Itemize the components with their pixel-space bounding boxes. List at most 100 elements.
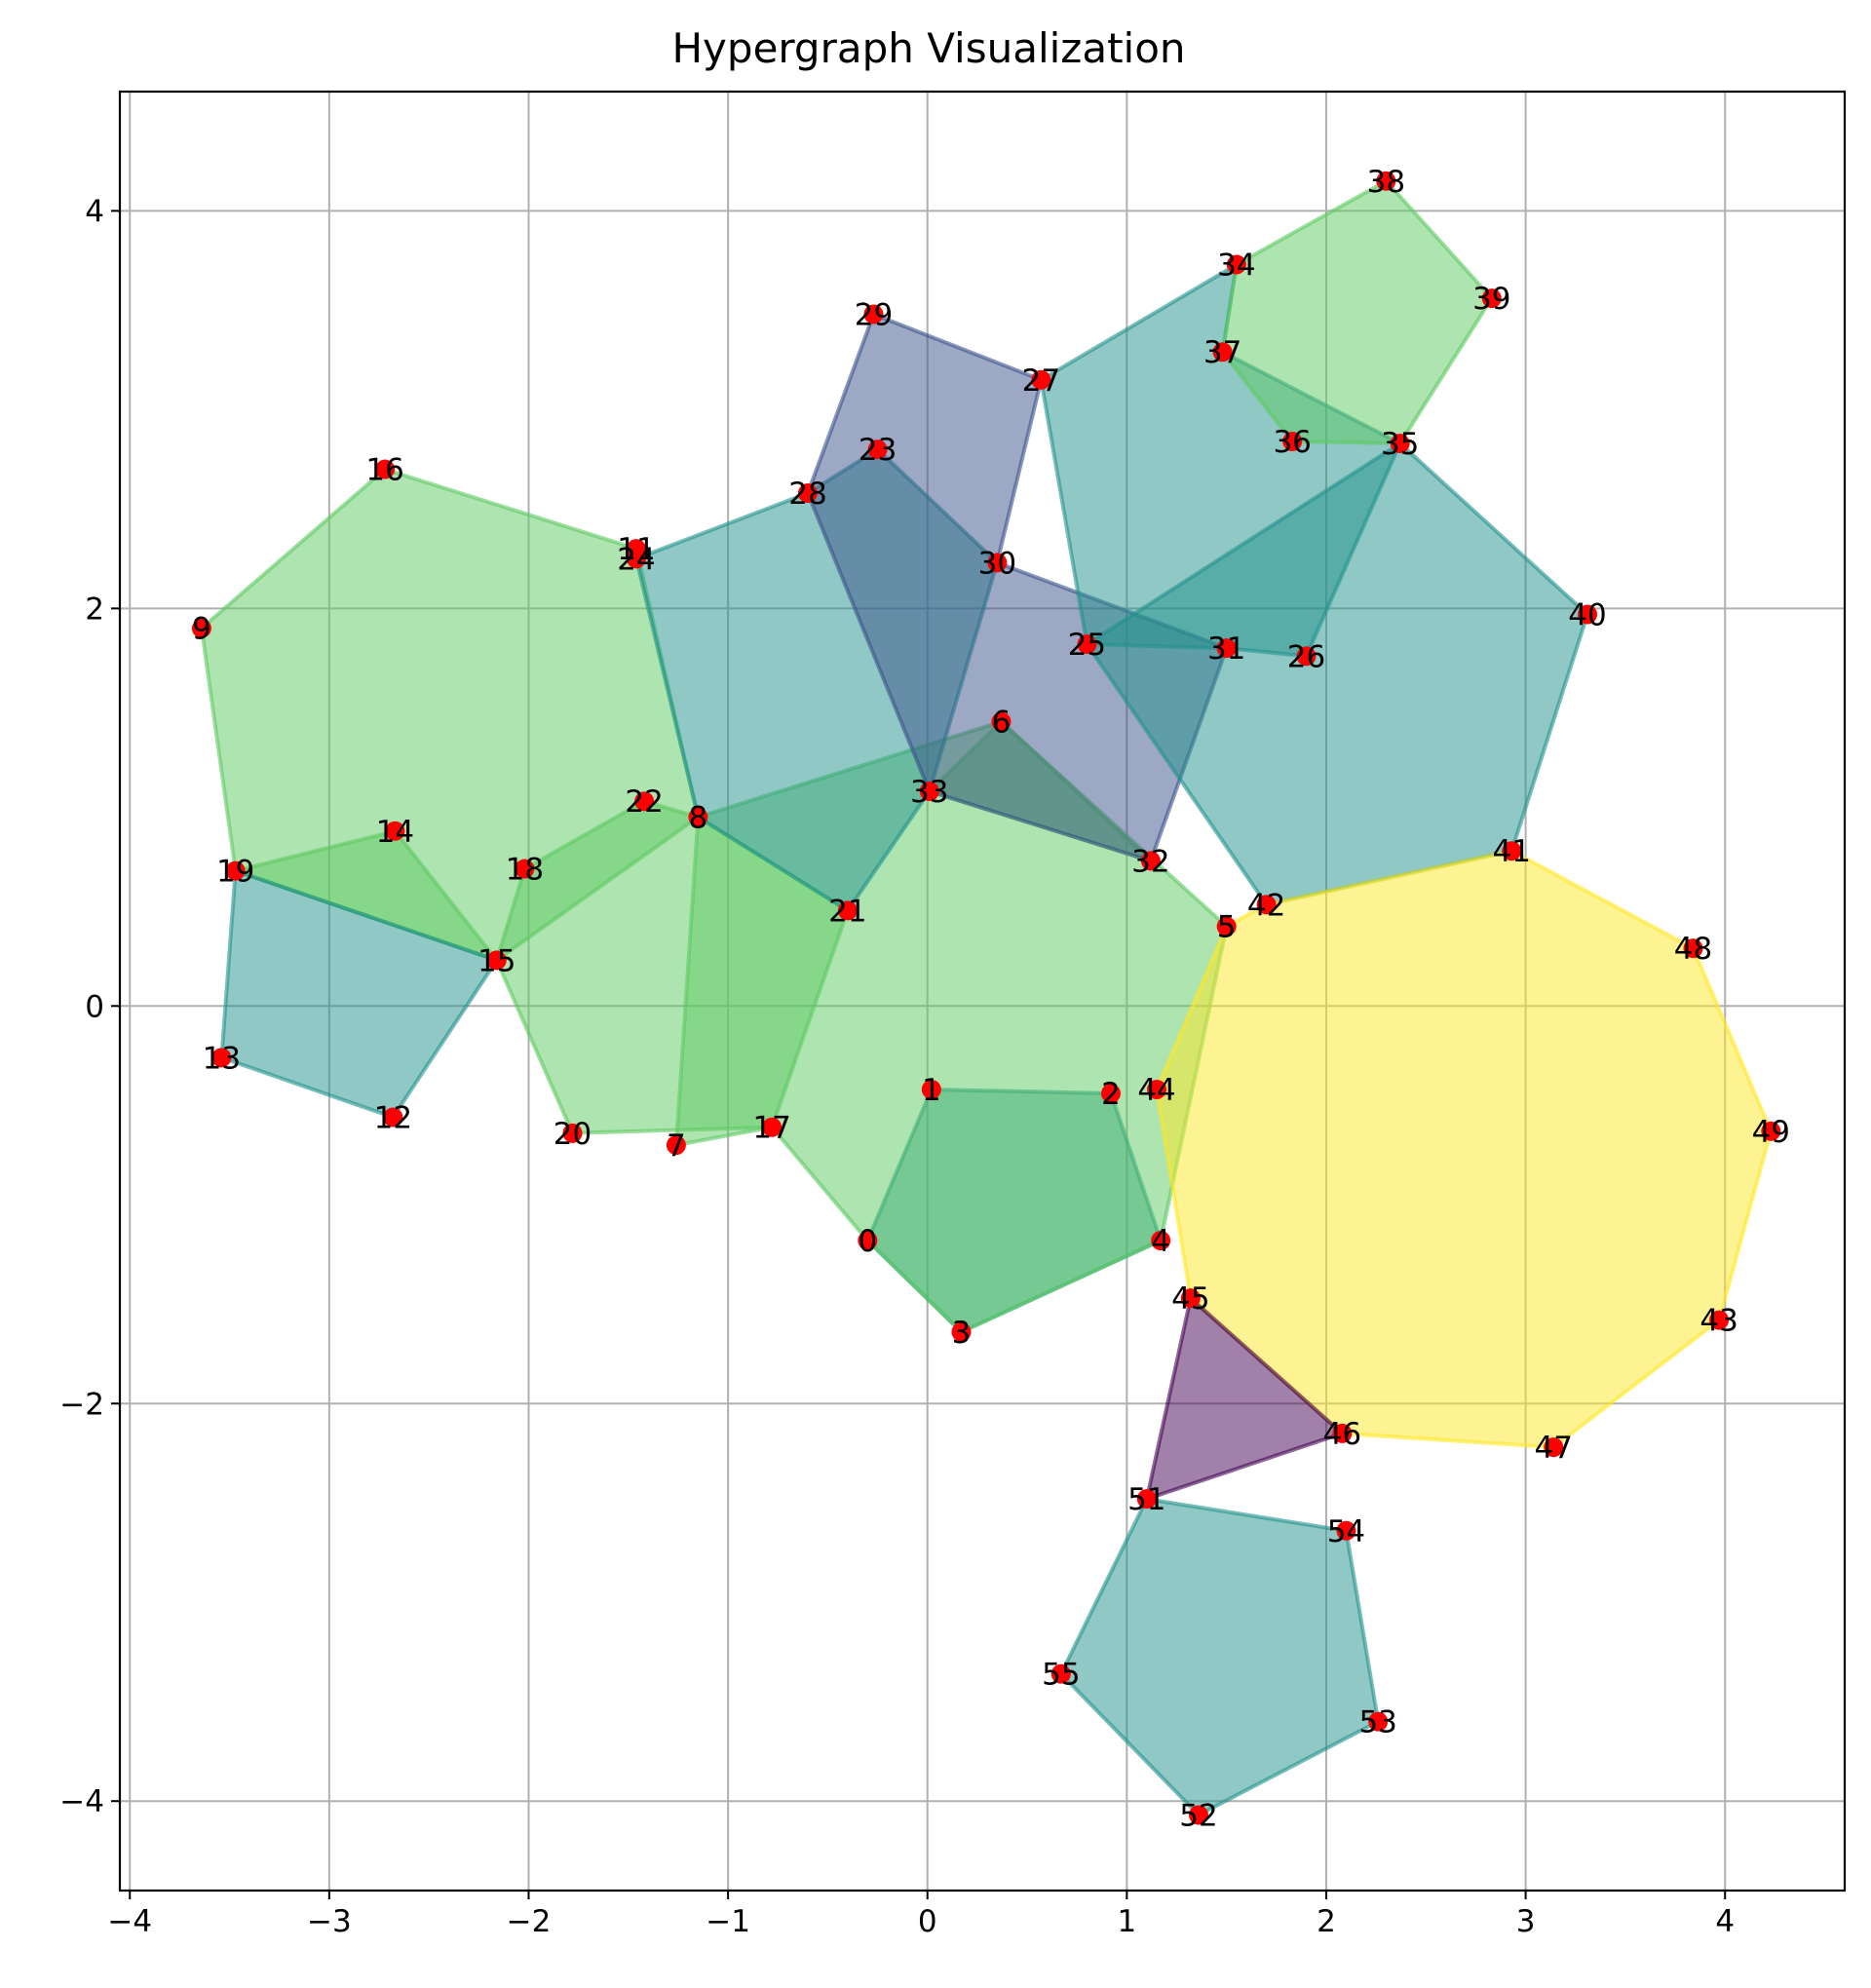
node-13: [211, 1048, 232, 1068]
node-19: [225, 860, 246, 881]
node-label-39: 39: [1472, 282, 1510, 317]
node-labels: 01 23456789111213141516171819202122232425…: [192, 165, 1790, 1834]
y-axis-ticks: −4 −2 0 2 4: [59, 194, 120, 1819]
x-tick-label: 3: [1516, 1904, 1536, 1939]
hyperedge-10: [1220, 178, 1494, 445]
y-tick-label: 2: [85, 592, 104, 627]
node-label-31: 31: [1207, 631, 1245, 667]
node-label-19: 19: [216, 855, 254, 890]
node-label-34: 34: [1217, 248, 1255, 283]
node-label-43: 43: [1699, 1304, 1737, 1339]
node-label-5: 5: [1217, 910, 1237, 945]
node-5: [1216, 916, 1237, 937]
node-label-40: 40: [1568, 597, 1606, 632]
node-label-49: 49: [1752, 1115, 1790, 1150]
node-18: [515, 859, 535, 879]
node-label-55: 55: [1042, 1658, 1080, 1693]
node-0: [858, 1230, 878, 1250]
hyperedge-11: [1085, 441, 1589, 907]
node-45: [1180, 1288, 1201, 1309]
node-label-54: 54: [1327, 1514, 1365, 1549]
nodes: [191, 171, 1781, 1825]
node-label-24: 24: [617, 542, 655, 577]
y-tick-label: 4: [85, 194, 104, 229]
node-29: [863, 304, 884, 325]
node-52: [1189, 1805, 1209, 1825]
node-37: [1212, 342, 1233, 363]
node-17: [762, 1117, 783, 1137]
node-46: [1332, 1423, 1353, 1443]
node-label-41: 41: [1493, 834, 1531, 869]
node-label-27: 27: [1022, 363, 1060, 399]
plot-frame: [118, 90, 1847, 1892]
x-tick-label: −4: [107, 1904, 152, 1939]
node-label-16: 16: [365, 453, 403, 488]
node-40: [1578, 604, 1598, 625]
node-label-22: 22: [625, 784, 663, 820]
node-2: [1100, 1084, 1121, 1104]
node-31: [1216, 638, 1237, 659]
node-label-12: 12: [374, 1101, 412, 1136]
node-label-21: 21: [828, 894, 866, 929]
x-tick-label: −2: [507, 1904, 552, 1939]
node-26: [1296, 646, 1317, 667]
node-label-2: 2: [1101, 1077, 1121, 1112]
node-label-18: 18: [506, 853, 544, 888]
node-14: [385, 821, 405, 841]
y-tick-label: −2: [59, 1387, 104, 1422]
node-8: [688, 807, 708, 827]
node-label-47: 47: [1535, 1431, 1573, 1466]
node-label-0: 0: [858, 1224, 877, 1259]
node-49: [1761, 1121, 1781, 1141]
chart-title: Hypergraph Visualization: [671, 24, 1185, 72]
node-label-42: 42: [1247, 888, 1285, 923]
node-label-29: 29: [855, 297, 893, 332]
node-label-14: 14: [376, 815, 414, 850]
node-30: [987, 553, 1008, 573]
x-tick-label: 0: [918, 1904, 937, 1939]
x-tick-label: −1: [706, 1904, 750, 1939]
node-label-36: 36: [1273, 425, 1311, 460]
node-label-13: 13: [203, 1041, 241, 1076]
node-label-45: 45: [1171, 1281, 1209, 1317]
node-51: [1136, 1489, 1157, 1510]
hyperedges: [199, 178, 1774, 1817]
node-36: [1282, 432, 1303, 452]
node-label-52: 52: [1179, 1798, 1217, 1833]
node-label-17: 17: [752, 1111, 790, 1146]
node-label-11: 11: [617, 532, 655, 567]
node-48: [1683, 938, 1703, 959]
node-44: [1147, 1079, 1167, 1099]
node-24: [626, 549, 646, 569]
node-label-1: 1: [922, 1073, 941, 1108]
node-43: [1709, 1310, 1730, 1330]
hyperedge-13: [1144, 1296, 1345, 1502]
node-label-35: 35: [1381, 427, 1419, 462]
node-21: [837, 900, 858, 921]
node-54: [1336, 1520, 1356, 1541]
node-label-28: 28: [788, 477, 826, 512]
node-label-26: 26: [1287, 639, 1325, 674]
node-35: [1390, 434, 1410, 454]
node-23: [867, 440, 888, 460]
node-55: [1050, 1663, 1071, 1684]
node-27: [1031, 369, 1051, 390]
node-3: [951, 1321, 972, 1342]
node-1: [921, 1079, 941, 1099]
node-label-33: 33: [910, 775, 948, 810]
node-25: [1077, 634, 1097, 655]
node-label-37: 37: [1203, 335, 1241, 370]
node-label-48: 48: [1674, 932, 1712, 967]
node-label-38: 38: [1367, 165, 1405, 200]
node-47: [1544, 1437, 1564, 1458]
node-label-32: 32: [1131, 844, 1169, 879]
node-label-30: 30: [978, 546, 1016, 581]
node-32: [1140, 851, 1161, 871]
node-label-44: 44: [1137, 1073, 1175, 1108]
node-label-46: 46: [1323, 1417, 1361, 1452]
node-39: [1481, 288, 1502, 309]
node-label-6: 6: [992, 706, 1012, 741]
node-6: [991, 711, 1012, 732]
y-tick-label: 0: [85, 989, 104, 1024]
